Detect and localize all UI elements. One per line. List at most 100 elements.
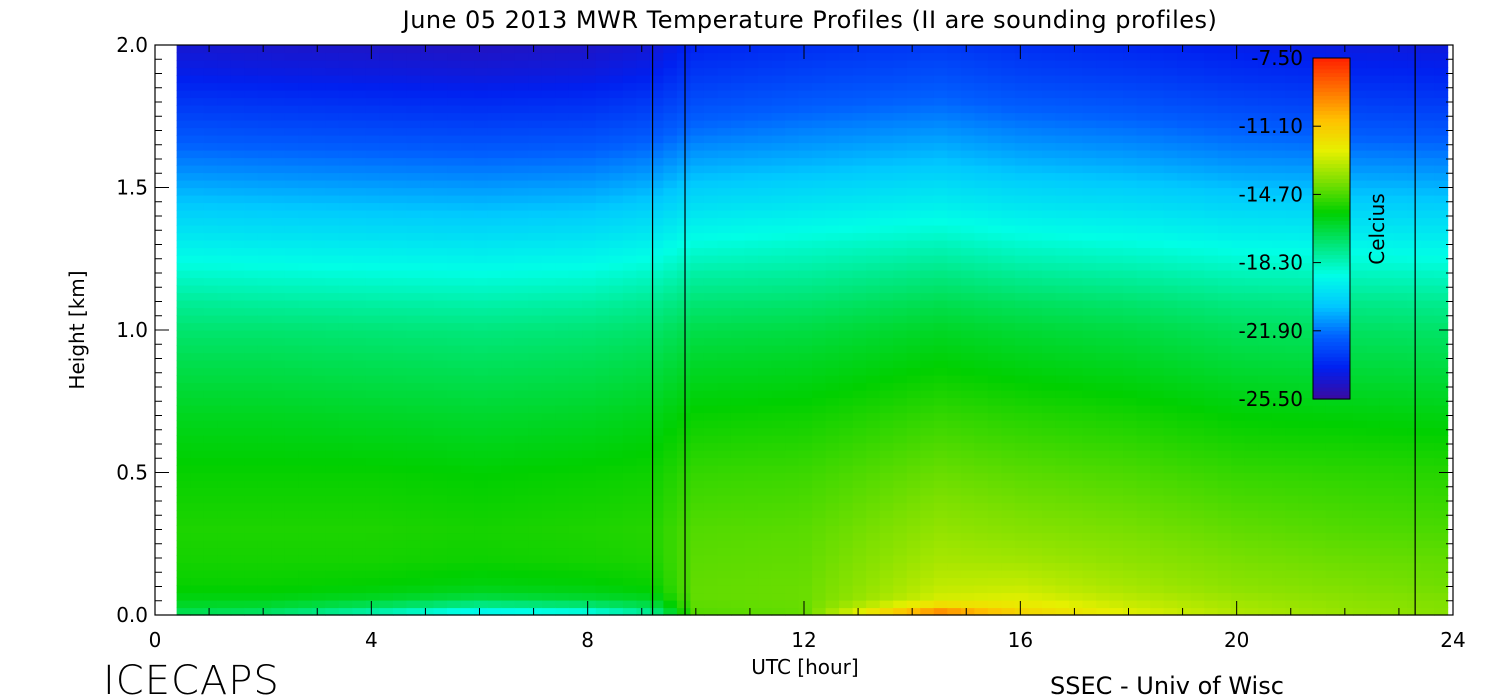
heatmap-cell bbox=[609, 180, 624, 189]
heatmap-cell bbox=[555, 412, 570, 421]
heatmap-cell bbox=[176, 330, 191, 339]
heatmap-cell bbox=[785, 390, 800, 399]
heatmap-cell bbox=[933, 262, 948, 271]
heatmap-cell bbox=[798, 112, 813, 121]
heatmap-cell bbox=[447, 360, 462, 369]
heatmap-cell bbox=[379, 607, 394, 616]
heatmap-cell bbox=[703, 397, 719, 406]
heatmap-cell bbox=[420, 405, 435, 414]
heatmap-cell bbox=[879, 480, 894, 489]
heatmap-cell bbox=[1001, 577, 1016, 586]
heatmap-cell bbox=[690, 105, 705, 114]
heatmap-cell bbox=[406, 517, 421, 526]
heatmap-cell bbox=[203, 367, 218, 376]
heatmap-cell bbox=[528, 472, 543, 481]
heatmap-cell bbox=[460, 457, 475, 466]
heatmap-cell bbox=[582, 292, 597, 301]
heatmap-cell bbox=[974, 135, 989, 144]
heatmap-cell bbox=[582, 442, 597, 451]
heatmap-cell bbox=[365, 405, 381, 414]
heatmap-cell bbox=[271, 292, 286, 301]
heatmap-cell bbox=[1028, 195, 1043, 204]
heatmap-cell bbox=[812, 165, 827, 174]
heatmap-cell bbox=[663, 525, 678, 534]
heatmap-cell bbox=[528, 217, 543, 226]
heatmap-cell bbox=[690, 427, 705, 436]
heatmap-cell bbox=[1055, 487, 1070, 496]
heatmap-cell bbox=[663, 52, 678, 61]
heatmap-cell bbox=[758, 270, 773, 279]
heatmap-cell bbox=[622, 510, 637, 519]
heatmap-cell bbox=[649, 592, 664, 601]
heatmap-cell bbox=[906, 225, 921, 234]
heatmap-cell bbox=[960, 540, 975, 549]
heatmap-cell bbox=[758, 105, 773, 114]
heatmap-cell bbox=[325, 495, 340, 504]
heatmap-cell bbox=[257, 210, 272, 219]
heatmap-cell bbox=[203, 337, 218, 346]
heatmap-cell bbox=[879, 487, 894, 496]
heatmap-cell bbox=[190, 300, 205, 309]
heatmap-cell bbox=[501, 67, 516, 76]
heatmap-cell bbox=[798, 240, 813, 249]
heatmap-cell bbox=[1041, 517, 1057, 526]
heatmap-cell bbox=[1028, 390, 1043, 399]
heatmap-cell bbox=[325, 52, 340, 61]
heatmap-cell bbox=[825, 442, 840, 451]
heatmap-cell bbox=[365, 585, 381, 594]
heatmap-cell bbox=[298, 397, 313, 406]
heatmap-cell bbox=[582, 367, 597, 376]
heatmap-cell bbox=[257, 165, 272, 174]
heatmap-cell bbox=[1041, 165, 1057, 174]
heatmap-cell bbox=[839, 52, 854, 61]
heatmap-cell bbox=[609, 75, 624, 84]
heatmap-cell bbox=[906, 472, 921, 481]
heatmap-cell bbox=[920, 480, 935, 489]
heatmap-cell bbox=[1014, 465, 1030, 474]
heatmap-cell bbox=[947, 330, 962, 339]
heatmap-cell bbox=[433, 82, 448, 91]
heatmap-cell bbox=[1055, 510, 1070, 519]
heatmap-cell bbox=[785, 285, 800, 294]
heatmap-cell bbox=[447, 180, 462, 189]
heatmap-cell bbox=[474, 397, 489, 406]
heatmap-cell bbox=[1055, 570, 1070, 579]
heatmap-cell bbox=[960, 352, 975, 361]
heatmap-cell bbox=[230, 510, 245, 519]
heatmap-cell bbox=[812, 367, 827, 376]
heatmap-cell bbox=[190, 585, 205, 594]
heatmap-cell bbox=[190, 195, 205, 204]
heatmap-cell bbox=[960, 270, 975, 279]
heatmap-cell bbox=[582, 450, 597, 459]
heatmap-cell bbox=[244, 172, 259, 181]
heatmap-cell bbox=[744, 105, 759, 114]
heatmap-cell bbox=[866, 202, 881, 211]
heatmap-cell bbox=[703, 352, 719, 361]
heatmap-cell bbox=[933, 360, 948, 369]
heatmap-cell bbox=[244, 52, 259, 61]
heatmap-cell bbox=[636, 555, 651, 564]
heatmap-cell bbox=[420, 300, 435, 309]
heatmap-cell bbox=[501, 300, 516, 309]
heatmap-cell bbox=[365, 97, 381, 106]
heatmap-cell bbox=[447, 532, 462, 541]
heatmap-cell bbox=[474, 240, 489, 249]
heatmap-cell bbox=[730, 397, 746, 406]
heatmap-cell bbox=[528, 435, 543, 444]
heatmap-cell bbox=[284, 412, 299, 421]
heatmap-cell bbox=[338, 540, 353, 549]
heatmap-cell bbox=[879, 172, 894, 181]
heatmap-cell bbox=[420, 277, 435, 286]
heatmap-cell bbox=[1001, 195, 1016, 204]
heatmap-cell bbox=[555, 180, 570, 189]
heatmap-cell bbox=[717, 442, 732, 451]
heatmap-cell bbox=[717, 270, 732, 279]
heatmap-cell bbox=[663, 180, 678, 189]
heatmap-cell bbox=[460, 547, 475, 556]
heatmap-cell bbox=[609, 555, 624, 564]
heatmap-cell bbox=[271, 270, 286, 279]
heatmap-cell bbox=[1041, 390, 1057, 399]
heatmap-cell bbox=[568, 52, 583, 61]
heatmap-cell bbox=[947, 600, 962, 609]
heatmap-cell bbox=[298, 315, 313, 324]
